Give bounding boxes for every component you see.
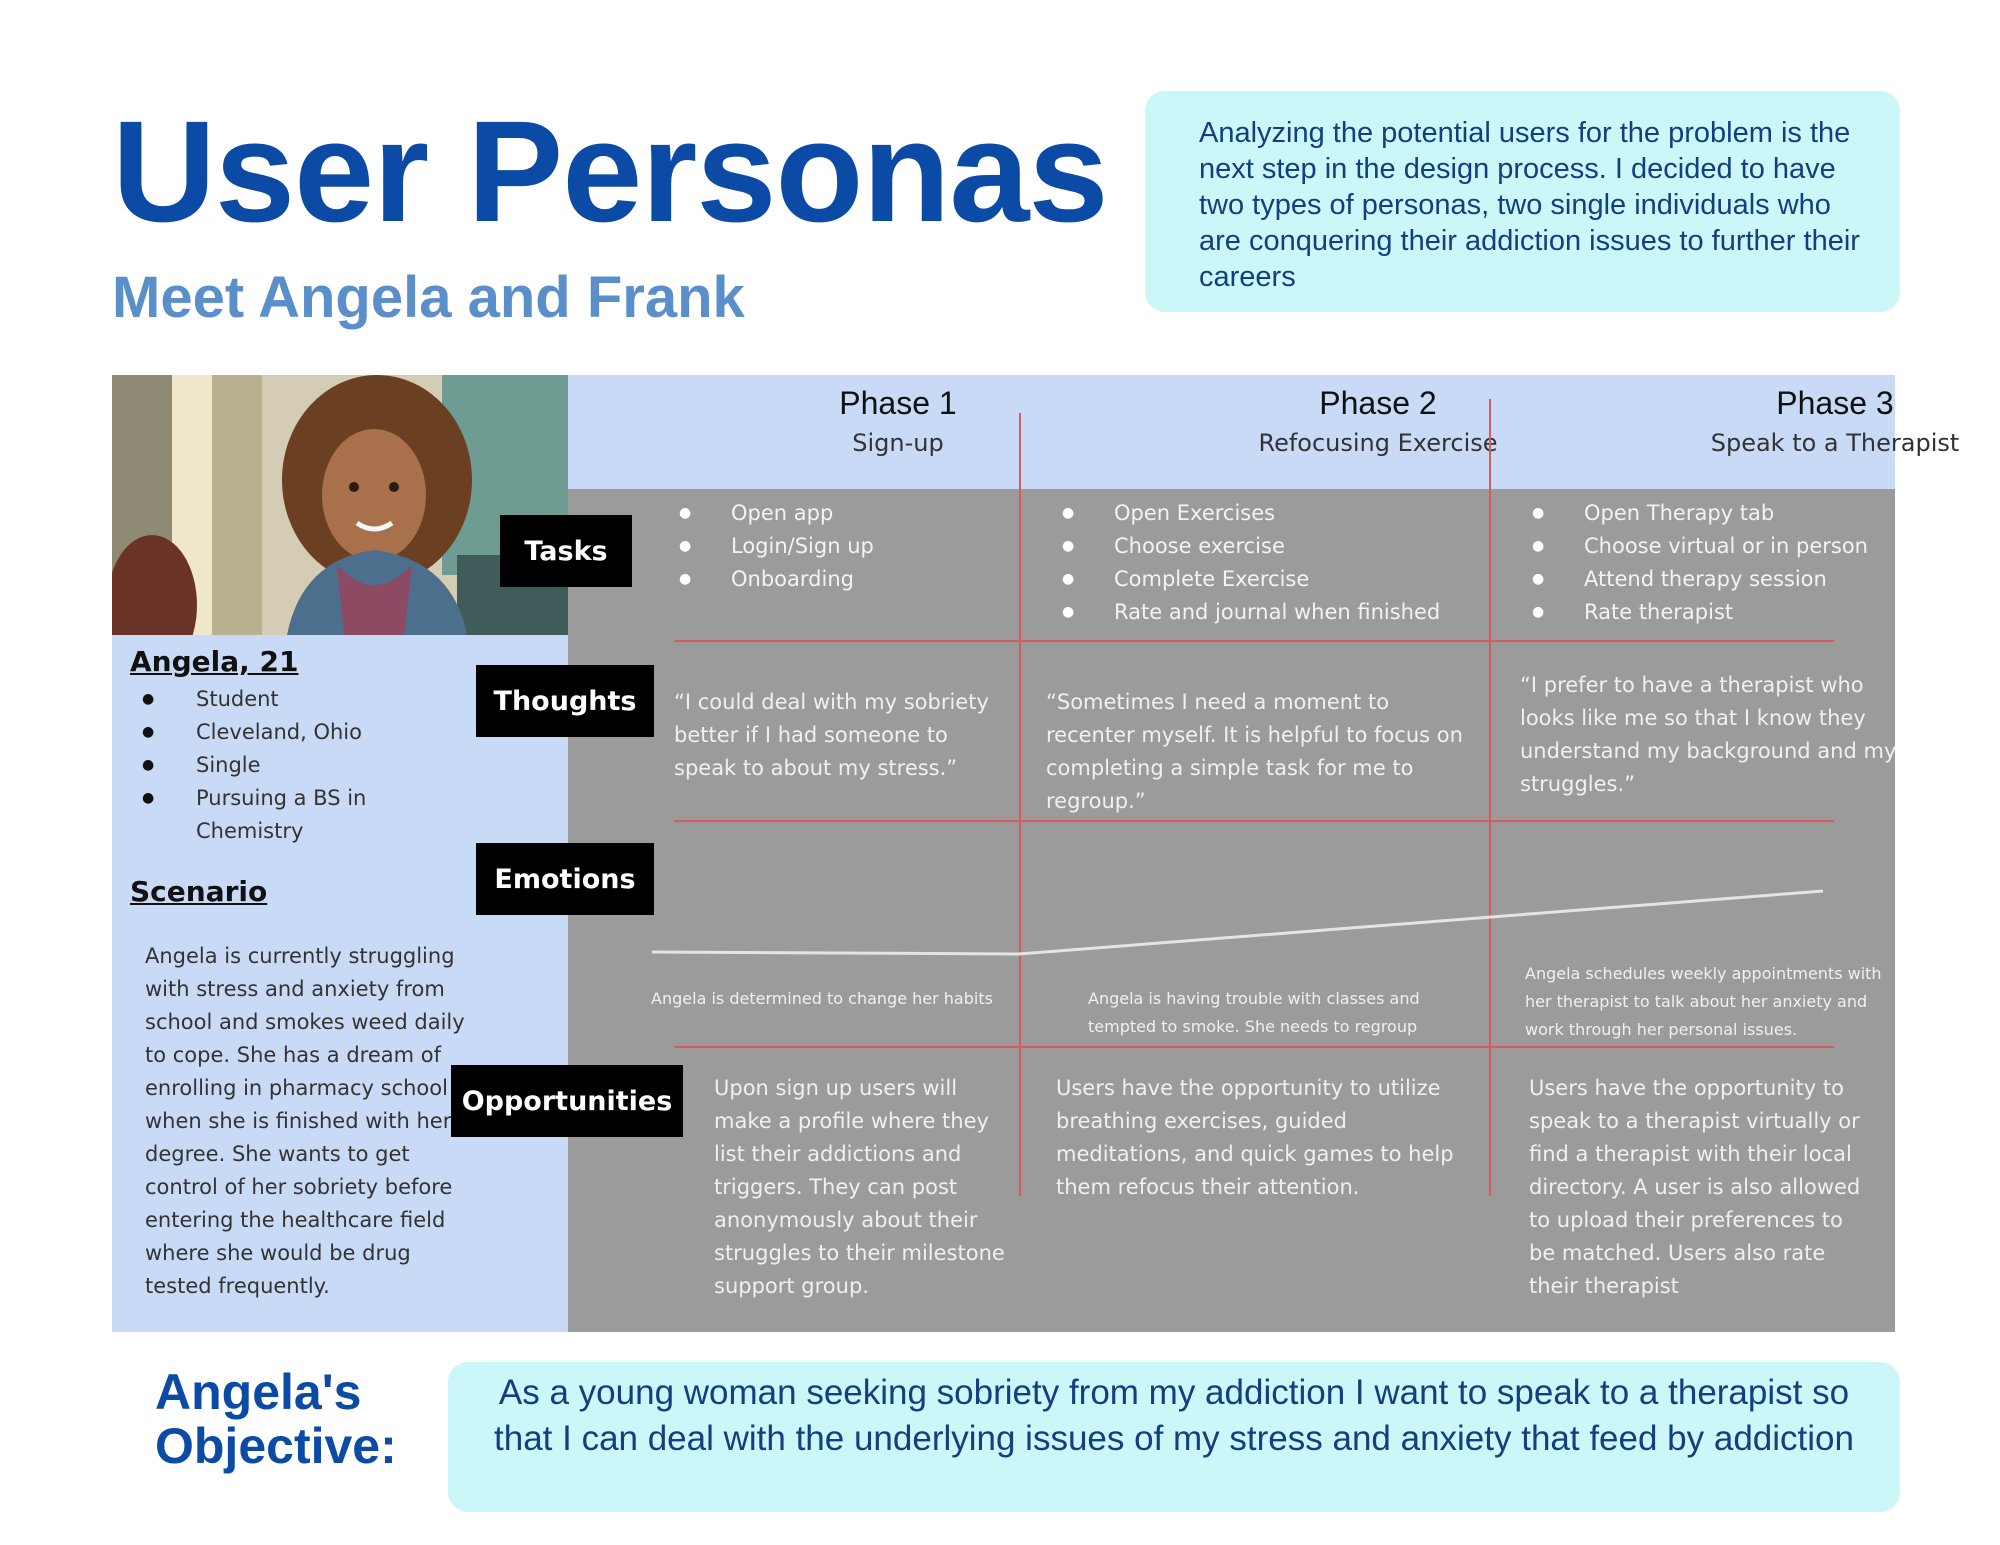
page-subtitle: Meet Angela and Frank xyxy=(112,265,745,330)
task-item: Complete Exercise xyxy=(1056,563,1440,596)
phase-2-opportunity: Users have the opportunity to utilize br… xyxy=(1056,1076,1454,1199)
phase-header-band xyxy=(568,375,1895,489)
phase-2-thought: “Sometimes I need a moment to recenter m… xyxy=(1046,690,1463,813)
opportunities-label: Opportunities xyxy=(451,1065,683,1137)
phase-divider xyxy=(1019,413,1021,1196)
task-item: Onboarding xyxy=(673,563,874,596)
phase-1-header: Phase 1 Sign-up xyxy=(578,383,1218,457)
persona-facts: Student Cleveland, Ohio Single Pursuing … xyxy=(142,683,432,848)
persona-fact: Cleveland, Ohio xyxy=(142,716,432,749)
phase-title: Phase 3 xyxy=(1776,385,1894,421)
task-item: Attend therapy session xyxy=(1526,563,1868,596)
phase-3-header: Phase 3 Speak to a Therapist xyxy=(1494,383,2000,457)
emotion-curve xyxy=(651,889,1824,956)
phase-3-thought: “I prefer to have a therapist who looks … xyxy=(1520,673,1897,796)
persona-fact: Single xyxy=(142,749,432,782)
tasks-label: Tasks xyxy=(500,515,632,587)
phase-subtitle: Refocusing Exercise xyxy=(1258,429,1498,457)
phase-3-opportunity: Users have the opportunity to speak to a… xyxy=(1529,1076,1861,1298)
phase-divider xyxy=(1489,399,1491,1196)
phase-subtitle: Sign-up xyxy=(852,429,944,457)
objective-heading-line: Angela's xyxy=(155,1364,362,1420)
task-item: Choose virtual or in person xyxy=(1526,530,1868,563)
phase-subtitle: Speak to a Therapist xyxy=(1710,429,1960,457)
objective-callout: As a young woman seeking sobriety from m… xyxy=(448,1362,1900,1512)
persona-name: Angela, 21 xyxy=(130,645,299,678)
scenario-heading: Scenario xyxy=(130,875,268,908)
thoughts-label: Thoughts xyxy=(476,665,654,737)
task-item: Choose exercise xyxy=(1056,530,1440,563)
phase-3-tasks: Open Therapy tab Choose virtual or in pe… xyxy=(1526,497,1868,629)
row-divider xyxy=(674,640,1834,642)
emotions-label: Emotions xyxy=(476,843,654,915)
persona-fact: Pursuing a BS in Chemistry xyxy=(142,782,432,848)
task-item: Open Exercises xyxy=(1056,497,1440,530)
task-item: Login/Sign up xyxy=(673,530,874,563)
scenario-text: Angela is currently struggling with stre… xyxy=(145,944,465,1298)
phase-1-thought: “I could deal with my sobriety better if… xyxy=(674,690,989,780)
persona-photo xyxy=(112,375,568,635)
phase-1-tasks: Open app Login/Sign up Onboarding xyxy=(673,497,874,596)
phase-3-emotion: Angela schedules weekly appointments wit… xyxy=(1525,964,1882,1039)
task-item: Open app xyxy=(673,497,874,530)
phase-2-tasks: Open Exercises Choose exercise Complete … xyxy=(1056,497,1440,629)
objective-heading-line: Objective: xyxy=(155,1418,397,1474)
task-item: Open Therapy tab xyxy=(1526,497,1868,530)
phase-1-emotion: Angela is determined to change her habit… xyxy=(651,989,993,1008)
phase-title: Phase 1 xyxy=(839,385,957,421)
row-divider xyxy=(674,1046,1834,1048)
phase-2-header: Phase 2 Refocusing Exercise xyxy=(1023,383,1733,457)
row-divider xyxy=(674,820,1834,822)
persona-fact: Student xyxy=(142,683,432,716)
phase-title: Phase 2 xyxy=(1319,385,1437,421)
task-item: Rate therapist xyxy=(1526,596,1868,629)
task-item: Rate and journal when finished xyxy=(1056,596,1440,629)
journey-map: Angela, 21 Student Cleveland, Ohio Singl… xyxy=(112,375,1959,1332)
phase-1-opportunity: Upon sign up users will make a profile w… xyxy=(714,1076,1005,1298)
page-title: User Personas xyxy=(112,91,1109,252)
intro-callout: Analyzing the potential users for the pr… xyxy=(1145,91,1900,312)
objective-heading: Angela's Objective: xyxy=(155,1365,397,1473)
phase-2-emotion: Angela is having trouble with classes an… xyxy=(1088,989,1420,1036)
